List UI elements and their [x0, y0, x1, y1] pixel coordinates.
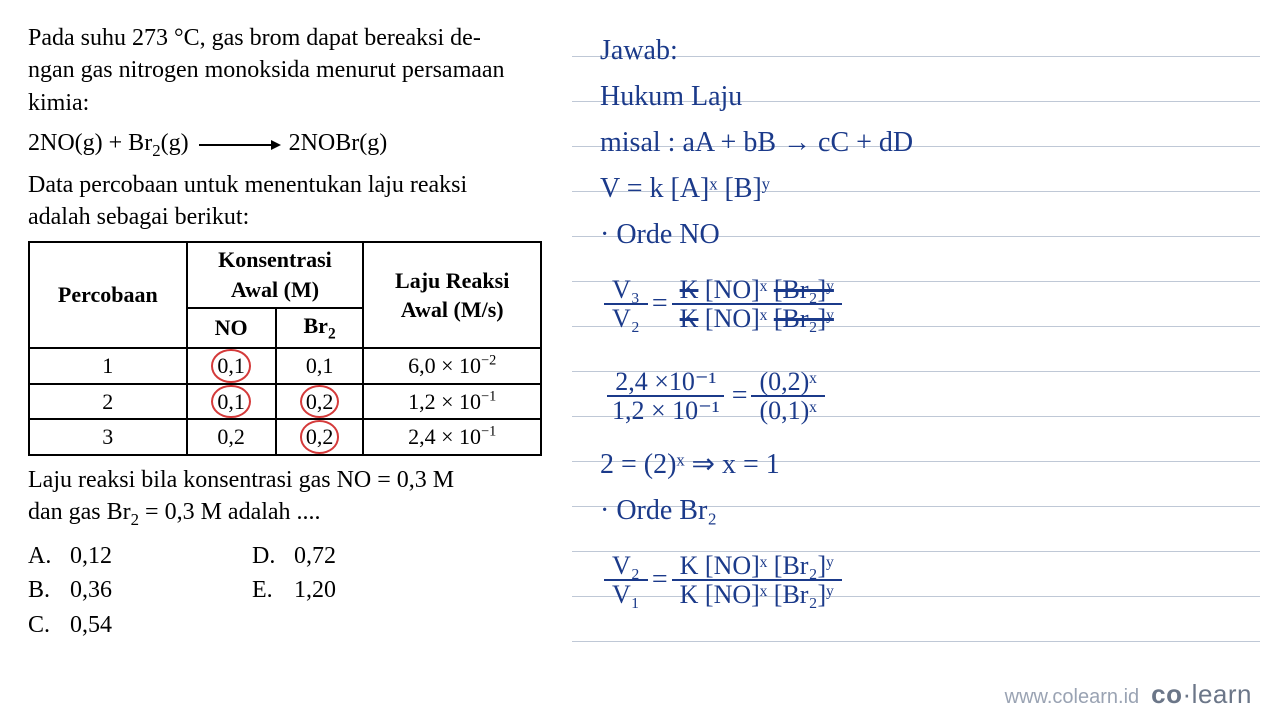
option-e: E.1,20 — [252, 574, 336, 606]
table-row: 1 0,1 0,1 6,0 × 10−2 — [29, 348, 541, 384]
answer-panel: Jawab: Hukum Laju misal : aA + bB → cC +… — [560, 0, 1280, 720]
option-b: B.0,36 — [28, 574, 112, 606]
eq-lhs: 2NO(g) + Br — [28, 130, 152, 156]
problem-panel: Pada suhu 273 °C, gas brom dapat bereaks… — [0, 0, 560, 720]
th-br2: Br2 — [276, 308, 364, 348]
cell-br: 0,1 — [276, 348, 364, 384]
h-orde-no: · Orde NO — [600, 212, 1250, 258]
p-line3: kimia: — [28, 90, 89, 116]
reaction-equation: 2NO(g) + Br2(g) 2NOBr(g) — [28, 127, 542, 162]
p-line5: adalah sebagai berikut: — [28, 204, 249, 230]
h-frac2: 2,4 ×10⁻¹1,2 × 10⁻¹ = (0,2)ˣ(0,1)ˣ — [600, 350, 1250, 442]
option-d: D.0,72 — [252, 540, 336, 572]
q2: dan gas Br — [28, 499, 131, 525]
table-header-row-1: Percobaan KonsentrasiAwal (M) Laju Reaks… — [29, 242, 541, 307]
handwriting: Jawab: Hukum Laju misal : aA + bB → cC +… — [600, 28, 1250, 626]
reaction-arrow-icon — [199, 144, 279, 146]
wm-url: www.colearn.id — [1005, 686, 1140, 709]
problem-text: Pada suhu 273 °C, gas brom dapat bereaks… — [28, 22, 542, 119]
h-frac1: V₃V₂ = K [NO]ˣ [Br₂]ʸK [NO]ˣ [Br₂]ʸ — [600, 258, 1250, 350]
th-percobaan: Percobaan — [29, 242, 187, 348]
p-line2: ngan gas nitrogen monoksida menurut pers… — [28, 57, 505, 83]
q2b: = 0,3 M adalah .... — [139, 499, 321, 525]
cell-n: 2 — [29, 384, 187, 420]
th-laju: Laju ReaksiAwal (M/s) — [363, 242, 541, 348]
cell-br: 0,2 — [276, 419, 364, 455]
h-res1: 2 = (2)ˣ ⇒ x = 1 — [600, 442, 1250, 488]
eq-rhs: 2NOBr(g) — [289, 130, 388, 156]
eq-mid: (g) — [161, 130, 189, 156]
h-jawab: Jawab: — [600, 28, 1250, 74]
data-table: Percobaan KonsentrasiAwal (M) Laju Reaks… — [28, 241, 542, 456]
cell-no: 0,1 — [187, 384, 276, 420]
cell-v: 2,4 × 10−1 — [363, 419, 541, 455]
cell-v: 6,0 × 10−2 — [363, 348, 541, 384]
h-misal: misal : aA + bB → cC + dD — [600, 120, 1250, 166]
table-row: 2 0,1 0,2 1,2 × 10−1 — [29, 384, 541, 420]
h-hukum: Hukum Laju — [600, 74, 1250, 120]
eq-sub: 2 — [152, 141, 160, 160]
p-line1: Pada suhu 273 °C, gas brom dapat bereaks… — [28, 25, 481, 51]
answer-options: A.0,12 B.0,36 C.0,54 D.0,72 E.1,20 — [28, 540, 542, 641]
watermark: www.colearn.id co·learn — [1005, 679, 1252, 710]
h-frac3: V₂V₁ = K [NO]ˣ [Br₂]ʸK [NO]ˣ [Br₂]ʸ — [600, 534, 1250, 626]
option-c: C.0,54 — [28, 609, 112, 641]
question-text: Laju reaksi bila konsentrasi gas NO = 0,… — [28, 464, 542, 532]
wm-brand: co·learn — [1151, 679, 1252, 710]
cell-no: 0,2 — [187, 419, 276, 455]
cell-n: 1 — [29, 348, 187, 384]
problem-text-2: Data percobaan untuk menentukan laju rea… — [28, 169, 542, 234]
p-line4: Data percobaan untuk menentukan laju rea… — [28, 172, 467, 198]
cell-v: 1,2 × 10−1 — [363, 384, 541, 420]
h-vk: V = k [A]ˣ [B]ʸ — [600, 166, 1250, 212]
option-a: A.0,12 — [28, 540, 112, 572]
q2-sub: 2 — [131, 510, 139, 529]
cell-no: 0,1 — [187, 348, 276, 384]
h-orde-br: · Orde Br₂ — [600, 488, 1250, 534]
table-row: 3 0,2 0,2 2,4 × 10−1 — [29, 419, 541, 455]
q1: Laju reaksi bila konsentrasi gas NO = 0,… — [28, 467, 454, 493]
cell-n: 3 — [29, 419, 187, 455]
th-no: NO — [187, 308, 276, 348]
th-konsentrasi: KonsentrasiAwal (M) — [187, 242, 364, 307]
cell-br: 0,2 — [276, 384, 364, 420]
